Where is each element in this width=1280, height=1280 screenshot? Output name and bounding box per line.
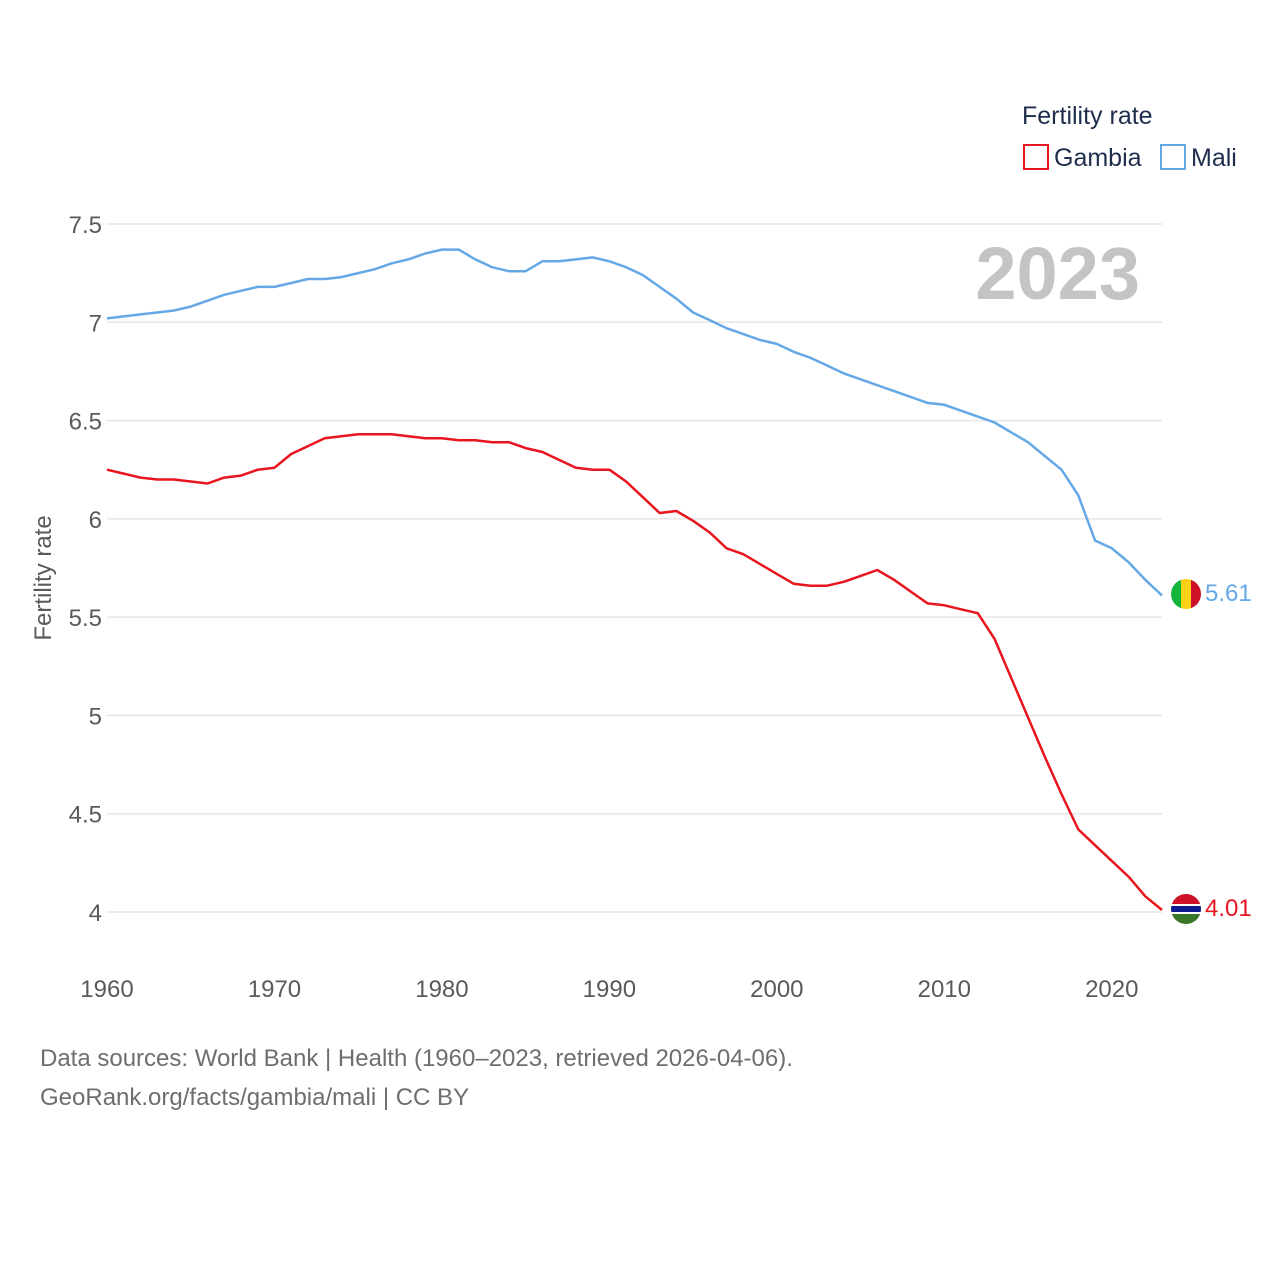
- y-tick-label: 6.5: [69, 409, 102, 436]
- legend-title: Fertility rate: [1022, 102, 1153, 130]
- year-label: 2023: [975, 232, 1140, 315]
- grid-lines: [107, 223, 1162, 913]
- y-tick-label: 5.5: [69, 605, 102, 632]
- series-line-gambia[interactable]: [106, 433, 1163, 911]
- y-tick-label: 7.5: [69, 212, 102, 239]
- series-line-mali[interactable]: [106, 248, 1163, 597]
- x-tick-label: 2000: [750, 976, 803, 1003]
- legend-swatch-mali[interactable]: [1160, 144, 1186, 170]
- x-axis-ticks: 1960 1970 1980 1990 2000 2010 2020: [80, 976, 1138, 1003]
- mali-end-value: 5.61: [1205, 580, 1252, 607]
- mali-flag-icon: [1171, 579, 1201, 609]
- y-tick-label: 7: [89, 310, 102, 337]
- gambia-flag-icon: [1171, 894, 1201, 924]
- y-tick-label: 4: [89, 900, 102, 927]
- y-tick-label: 6: [89, 507, 102, 534]
- y-axis-ticks: 4 4.5 5 5.5 6 6.5 7 7.5: [69, 212, 102, 927]
- y-tick-label: 4.5: [69, 802, 102, 829]
- series-layer: [106, 248, 1163, 911]
- x-tick-label: 2020: [1085, 976, 1138, 1003]
- footer-sources: Data sources: World Bank | Health (1960–…: [40, 1045, 793, 1072]
- y-axis-title: Fertility rate: [30, 515, 57, 640]
- x-tick-label: 1980: [415, 976, 468, 1003]
- x-tick-label: 2010: [918, 976, 971, 1003]
- gambia-end-value: 4.01: [1205, 895, 1252, 922]
- legend: Fertility rate Gambia Mali: [1022, 102, 1237, 172]
- x-tick-label: 1970: [248, 976, 301, 1003]
- footer-attribution[interactable]: GeoRank.org/facts/gambia/mali | CC BY: [40, 1084, 470, 1111]
- legend-swatch-gambia[interactable]: [1023, 144, 1049, 170]
- legend-label-gambia[interactable]: Gambia: [1054, 144, 1142, 172]
- x-tick-label: 1960: [80, 976, 133, 1003]
- legend-label-mali[interactable]: Mali: [1191, 144, 1237, 172]
- y-tick-label: 5: [89, 703, 102, 730]
- x-tick-label: 1990: [583, 976, 636, 1003]
